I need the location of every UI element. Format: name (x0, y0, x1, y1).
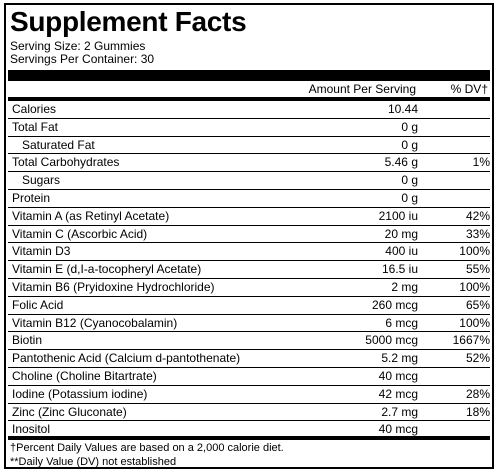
nutrient-daily-value: 18% (465, 404, 490, 419)
table-row: Vitamin A (as Retinyl Acetate) 2100 iu 42% (8, 208, 490, 226)
nutrient-amount: 400 iu (385, 244, 418, 259)
footer-divider (8, 436, 490, 440)
nutrient-amount: 6 mcg (385, 315, 418, 330)
table-row: Sugars 0 g (8, 172, 490, 190)
table-row: Zinc (Zinc Gluconate) 2.7 mg 18% (8, 404, 490, 422)
nutrient-amount: 5.2 mg (381, 351, 418, 366)
nutrient-amount: 260 mcg (371, 297, 418, 312)
nutrient-amount: 5000 mcg (365, 333, 418, 348)
panel-title: Supplement Facts (10, 6, 247, 37)
table-row: Protein 0 g (8, 190, 490, 208)
nutrient-name: Biotin (12, 333, 43, 348)
table-row: Folic Acid 260 mcg 65% (8, 297, 490, 315)
nutrient-amount: 0 g (401, 137, 418, 152)
nutrient-name: Vitamin E (d,I-a-tocopheryl Acetate) (12, 262, 202, 277)
table-row: Total Carbohydrates 5.46 g 1% (8, 154, 490, 173)
nutrient-name: Vitamin D3 (12, 244, 71, 259)
nutrient-amount: 5.46 g (384, 155, 418, 170)
footnote-dv-not-established: **Daily Value (DV) not established (10, 456, 177, 468)
table-row: Vitamin B12 (Cyanocobalamin) 6 mcg 100% (8, 315, 490, 333)
table-row: Vitamin E (d,I-a-tocopheryl Acetate) 16.5… (8, 261, 490, 279)
nutrient-amount: 2.7 mg (381, 404, 418, 419)
nutrient-amount: 2100 iu (378, 208, 418, 223)
table-row: Saturated Fat 0 g (8, 137, 490, 155)
amount-per-serving-header: Amount Per Serving (308, 82, 416, 96)
nutrient-daily-value: 33% (465, 226, 490, 241)
nutrient-name: Iodine (Potassium iodine) (12, 386, 148, 401)
table-row: Choline (Choline Bitartrate) 40 mcg (8, 368, 490, 386)
nutrient-name: Pantothenic Acid (Calcium d-pantothenate… (12, 351, 241, 366)
nutrient-daily-value: 42% (465, 208, 490, 223)
nutrient-amount: 10.44 (387, 102, 418, 116)
nutrient-name: Zinc (Zinc Gluconate) (12, 404, 127, 419)
serving-size: Serving Size: 2 Gummies (10, 39, 146, 53)
nutrient-daily-value: 55% (465, 262, 490, 277)
table-row: Biotin 5000 mcg 1667% (8, 332, 490, 351)
nutrient-name: Folic Acid (12, 297, 64, 312)
nutrient-name: Choline (Choline Bitartrate) (12, 368, 157, 383)
servings-per-container: Servings Per Container: 30 (10, 52, 155, 66)
table-row: Vitamin B6 (Pryidoxine Hydrochloride) 2 m… (8, 279, 490, 297)
nutrient-name: Vitamin B6 (Pryidoxine Hydrochloride) (12, 279, 215, 294)
table-row: Pantothenic Acid (Calcium d-pantothenate… (8, 350, 490, 368)
nutrient-daily-value: 1% (472, 155, 490, 170)
nutrient-name: Inositol (12, 422, 51, 437)
table-row: Total Fat 0 g (8, 119, 490, 137)
nutrient-daily-value: 100% (459, 244, 490, 259)
nutrient-name: Calories (12, 102, 57, 116)
nutrient-amount: 42 mcg (378, 386, 418, 401)
nutrient-daily-value: 1667% (452, 333, 490, 348)
nutrient-daily-value: 65% (465, 297, 490, 312)
table-row: Calories 10.44 (8, 101, 490, 119)
thick-divider (8, 70, 490, 81)
nutrient-name: Total Carbohydrates (12, 155, 120, 170)
nutrient-name: Saturated Fat (22, 137, 95, 152)
nutrient-amount: 0 g (401, 190, 418, 205)
nutrient-amount: 0 g (401, 119, 418, 134)
nutrient-rows: Calories 10.44 Total Fat 0 g Saturated Fat 0 … (8, 101, 490, 439)
supplement-facts-panel: Supplement Facts Serving Size: 2 Gummies… (4, 3, 494, 469)
nutrient-name: Vitamin B12 (Cyanocobalamin) (12, 315, 178, 330)
nutrient-amount: 20 mg (384, 226, 418, 241)
nutrient-name: Vitamin C (Ascorbic Acid) (12, 226, 148, 241)
nutrient-amount: 40 mcg (378, 368, 418, 383)
table-row: Iodine (Potassium iodine) 42 mcg 28% (8, 386, 490, 404)
nutrient-daily-value: 100% (459, 279, 490, 294)
table-row: Vitamin D3 400 iu 100% (8, 243, 490, 262)
daily-value-header: % DV† (450, 82, 488, 96)
table-row: Vitamin C (Ascorbic Acid) 20 mg 33% (8, 226, 490, 244)
nutrient-name: Sugars (22, 173, 61, 188)
nutrient-amount: 2 mg (391, 279, 418, 294)
nutrient-name: Total Fat (12, 119, 59, 134)
nutrient-amount: 40 mcg (378, 422, 418, 437)
nutrient-name: Protein (12, 190, 51, 205)
nutrient-amount: 0 g (401, 173, 418, 188)
nutrient-daily-value: 52% (465, 351, 490, 366)
footnote-percent-daily: †Percent Daily Values are based on a 2,0… (10, 442, 284, 454)
nutrient-daily-value: 100% (459, 315, 490, 330)
nutrient-amount: 16.5 iu (381, 262, 418, 277)
header-divider (8, 97, 490, 101)
nutrient-name: Vitamin A (as Retinyl Acetate) (12, 208, 170, 223)
nutrient-daily-value: 28% (465, 386, 490, 401)
table-row: Inositol 40 mcg (8, 421, 490, 439)
